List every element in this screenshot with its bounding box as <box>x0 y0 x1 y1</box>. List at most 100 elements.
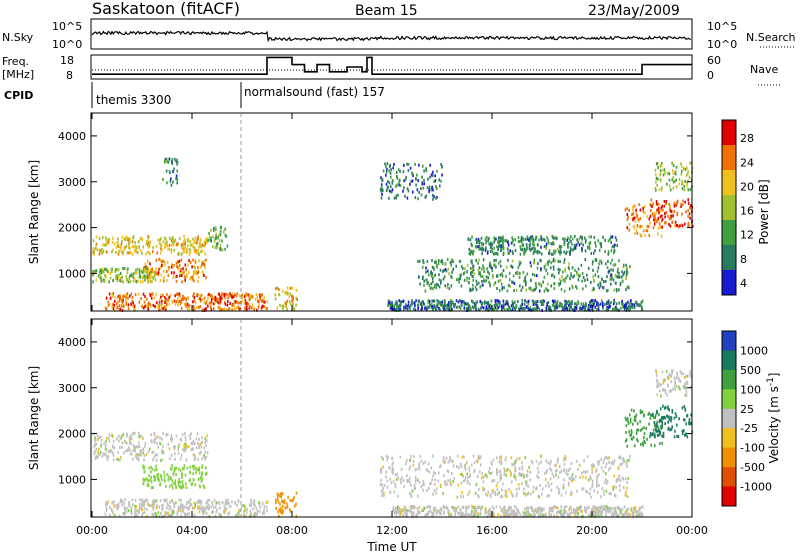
power-echo-cell <box>437 306 440 310</box>
power-echo-cell <box>219 243 222 247</box>
velocity-echo-cell <box>451 472 453 475</box>
velocity-echo-cell <box>603 458 606 462</box>
velocity-echo-cell <box>144 499 147 503</box>
power-echo-cell <box>634 300 637 304</box>
power-echo-cell <box>556 303 558 306</box>
power-echo-cell <box>436 265 438 269</box>
power-echo-cell <box>246 301 248 305</box>
power-echo-cell <box>636 224 639 227</box>
velocity-echo-cell <box>588 514 590 518</box>
power-echo-cell <box>147 268 149 272</box>
power-echo-cell <box>422 302 425 306</box>
power-echo-cell <box>146 297 148 301</box>
power-echo-cell <box>519 245 522 249</box>
power-echo-cell <box>575 285 577 289</box>
power-echo-cell <box>119 294 121 298</box>
power-echo-cell <box>633 305 636 309</box>
velocity-echo-cell <box>436 487 438 491</box>
power-echo-cell <box>449 261 452 265</box>
velocity-echo-cell <box>562 486 565 490</box>
power-echo-cell <box>614 236 617 239</box>
power-echo-cell <box>491 247 493 251</box>
velocity-echo-cell <box>537 510 539 514</box>
power-echo-cell <box>512 280 514 284</box>
velocity-echo-cell <box>527 484 530 488</box>
power-echo-cell <box>467 302 469 306</box>
power-echo-cell <box>162 178 164 181</box>
power-echo-cell <box>125 244 128 248</box>
velocity-echo-cell <box>188 507 190 511</box>
power-echo-cell <box>160 273 163 277</box>
velocity-echo-cell <box>638 512 641 516</box>
power-echo-cell <box>391 179 394 182</box>
power-echo-cell <box>249 305 251 308</box>
velocity-echo-cell <box>676 423 678 427</box>
velocity-echo-cell <box>516 492 519 495</box>
velocity-echo-cell <box>186 445 188 449</box>
velocity-echo-cell <box>112 453 115 457</box>
velocity-echo-cell <box>139 507 142 511</box>
velocity-echo-cell <box>479 505 481 509</box>
power-echo-cell <box>292 303 294 307</box>
velocity-echo-cell <box>210 505 213 509</box>
velocity-echo-cell <box>138 505 141 509</box>
velocity-echo-cell <box>171 479 173 483</box>
power-echo-cell <box>526 235 529 239</box>
power-echo-cell <box>593 235 596 239</box>
power-echo-cell <box>261 305 263 309</box>
power-echo-cell <box>194 301 197 305</box>
power-echo-cell <box>482 258 485 262</box>
noise-panel: N.Sky 10^5 10^0 10^5 10^0 N.Search <box>2 18 796 51</box>
power-echo-cell <box>239 307 241 311</box>
velocity-echo-cell <box>491 479 494 483</box>
power-echo-cell <box>549 266 552 270</box>
power-echo-cell <box>241 293 243 297</box>
velocity-echo-cell <box>425 468 428 472</box>
velocity-echo-cell <box>538 506 541 510</box>
power-echo-cell <box>432 308 434 312</box>
velocity-echo-cell <box>605 462 608 466</box>
velocity-echo-cell <box>636 437 638 441</box>
velocity-echo-cell <box>153 455 156 459</box>
power-echo-cell <box>407 300 410 304</box>
velocity-echo-cell <box>169 501 171 504</box>
velocity-echo-cell <box>207 507 210 511</box>
velocity-echo-cell <box>281 504 284 508</box>
velocity-echo-cell <box>524 480 527 484</box>
power-echo-cell <box>567 241 570 245</box>
power-echo-cell <box>473 272 476 276</box>
velocity-echo-cell <box>685 393 688 397</box>
velocity-echo-cell <box>504 458 507 462</box>
power-echo-cell <box>626 286 628 289</box>
power-echo-cell <box>552 236 555 240</box>
velocity-echo-cell <box>94 439 96 443</box>
velocity-echo-cell <box>560 493 563 497</box>
power-echo-cell <box>633 204 636 208</box>
velocity-echo-cell <box>510 473 512 477</box>
power-echo-cell <box>137 292 140 296</box>
velocity-echo-cell <box>155 458 158 462</box>
velocity-echo-cell <box>397 494 399 498</box>
power-echo-cell <box>527 299 530 303</box>
velocity-echo-cell <box>169 457 171 461</box>
power-echo-cell <box>168 265 170 269</box>
power-echo-cell <box>210 308 213 312</box>
freq-tick-bottom: 8 <box>66 69 73 82</box>
power-echo-cell <box>499 259 502 263</box>
power-echo-cell <box>524 279 527 283</box>
power-echo-cell <box>186 249 188 253</box>
power-echo-cell <box>403 163 405 167</box>
power-echo-cell <box>157 303 160 307</box>
velocity-echo-cell <box>400 511 402 515</box>
power-echo-cell <box>166 301 168 304</box>
power-echo-cell <box>616 270 619 274</box>
power-echo-cell <box>187 238 189 241</box>
velocity-echo-cells <box>93 369 693 518</box>
velocity-echo-cell <box>609 506 612 510</box>
velocity-echo-cell <box>476 475 479 478</box>
power-echo-cell <box>564 267 566 271</box>
power-echo-cell <box>266 300 269 303</box>
velocity-echo-cell <box>690 385 692 389</box>
velocity-echo-cell <box>193 506 195 510</box>
velocity-echo-cell <box>591 464 593 468</box>
